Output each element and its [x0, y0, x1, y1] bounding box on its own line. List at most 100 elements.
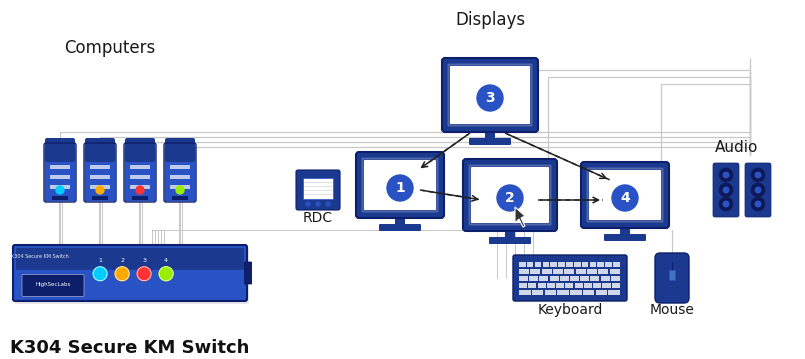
Bar [558, 262, 565, 267]
Bar [598, 269, 609, 274]
Circle shape [723, 172, 729, 178]
FancyBboxPatch shape [469, 165, 551, 225]
Bar [583, 290, 594, 295]
Bar [170, 185, 190, 189]
FancyBboxPatch shape [469, 138, 511, 145]
Bar [605, 262, 612, 267]
Bar [505, 228, 515, 238]
Bar [485, 129, 495, 139]
Bar [574, 262, 580, 267]
Bar [519, 283, 527, 288]
Bar [50, 175, 70, 179]
Bar [589, 262, 597, 267]
Text: 2: 2 [120, 258, 124, 263]
Text: Computers: Computers [64, 39, 155, 57]
Circle shape [723, 200, 729, 208]
Bar [620, 225, 630, 235]
Bar [553, 269, 564, 274]
Text: Displays: Displays [455, 11, 525, 29]
Text: RDC: RDC [303, 211, 333, 225]
Bar [601, 276, 609, 281]
Bar [52, 196, 68, 200]
Bar [584, 283, 592, 288]
Text: 3: 3 [485, 91, 495, 105]
Circle shape [326, 202, 330, 206]
Bar [170, 165, 190, 169]
Circle shape [387, 175, 413, 201]
Text: 4: 4 [620, 191, 630, 205]
FancyBboxPatch shape [22, 275, 84, 297]
Bar [529, 276, 539, 281]
Bar [395, 215, 405, 225]
Text: 2: 2 [505, 191, 515, 205]
Bar [90, 185, 110, 189]
FancyBboxPatch shape [379, 224, 421, 231]
FancyBboxPatch shape [463, 159, 557, 231]
Bar [519, 262, 526, 267]
FancyBboxPatch shape [85, 138, 115, 162]
Bar [544, 290, 556, 295]
Bar [528, 283, 536, 288]
FancyBboxPatch shape [125, 138, 155, 162]
Bar [566, 262, 572, 267]
Bar [530, 269, 540, 274]
Circle shape [56, 186, 64, 194]
Bar [50, 165, 70, 169]
FancyBboxPatch shape [442, 58, 538, 132]
Circle shape [477, 85, 503, 111]
Bar [535, 262, 541, 267]
FancyBboxPatch shape [513, 255, 627, 301]
Bar [132, 196, 148, 200]
Bar [130, 185, 150, 189]
FancyBboxPatch shape [244, 262, 252, 284]
Bar [565, 283, 573, 288]
Text: Audio: Audio [716, 140, 758, 154]
Bar [609, 290, 620, 295]
Bar [596, 290, 607, 295]
FancyBboxPatch shape [15, 248, 249, 304]
FancyBboxPatch shape [581, 162, 669, 228]
Bar [130, 165, 150, 169]
Bar [539, 276, 548, 281]
Bar [557, 290, 569, 295]
Bar [92, 196, 108, 200]
Bar [519, 269, 529, 274]
Bar [564, 269, 575, 274]
Bar [542, 269, 551, 274]
FancyBboxPatch shape [604, 234, 646, 241]
Bar [519, 276, 528, 281]
Circle shape [316, 202, 320, 206]
Bar [580, 276, 589, 281]
Text: 4: 4 [164, 258, 168, 263]
Circle shape [754, 186, 762, 194]
FancyBboxPatch shape [745, 163, 771, 217]
Circle shape [719, 183, 733, 197]
FancyBboxPatch shape [450, 66, 530, 124]
Text: K304 Secure KM Switch: K304 Secure KM Switch [11, 255, 69, 260]
Circle shape [93, 267, 107, 281]
Bar [613, 262, 620, 267]
Bar [593, 283, 601, 288]
Bar [570, 290, 581, 295]
FancyBboxPatch shape [489, 237, 531, 244]
FancyBboxPatch shape [655, 253, 689, 303]
FancyBboxPatch shape [44, 146, 76, 201]
Bar [532, 290, 543, 295]
Circle shape [751, 183, 765, 197]
Bar [612, 283, 620, 288]
Polygon shape [515, 207, 525, 227]
Circle shape [719, 168, 733, 182]
Bar [559, 276, 569, 281]
Circle shape [115, 267, 129, 281]
Circle shape [306, 202, 310, 206]
Circle shape [719, 197, 733, 211]
Bar [556, 283, 564, 288]
Bar [570, 276, 579, 281]
FancyBboxPatch shape [165, 138, 195, 162]
FancyBboxPatch shape [85, 146, 115, 201]
Bar [587, 269, 597, 274]
Circle shape [96, 186, 104, 194]
Bar [543, 262, 549, 267]
Bar [582, 262, 588, 267]
Bar [303, 178, 333, 199]
